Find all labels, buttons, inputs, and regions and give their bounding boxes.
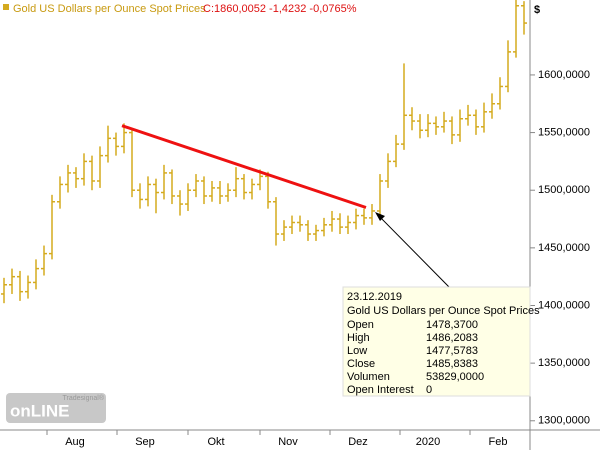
- arrow-line: [377, 214, 453, 291]
- tooltip-label: High: [347, 332, 370, 344]
- arrow-head: [375, 212, 385, 221]
- tooltip-label: Open: [347, 319, 374, 331]
- logo: Tradesignal® onLINE: [6, 393, 106, 423]
- tooltip-name: Gold US Dollars per Ounce Spot Prices: [347, 305, 540, 317]
- tooltip-date: 23.12.2019: [347, 291, 402, 303]
- y-tick-label: 1300,0000: [538, 415, 590, 427]
- x-tick-label: Dez: [348, 436, 368, 448]
- x-tick-label: Aug: [65, 436, 85, 448]
- currency: $: [534, 4, 540, 16]
- tooltip-label: Low: [347, 345, 367, 357]
- tooltip-value: 1477,5783: [426, 345, 478, 357]
- x-tick-label: 2020: [416, 436, 440, 448]
- tooltip-value: 1486,2083: [426, 332, 478, 344]
- y-tick-label: 1500,0000: [538, 184, 590, 196]
- y-tick-label: 1400,0000: [538, 299, 590, 311]
- tooltip-value: 1485,8383: [426, 358, 478, 370]
- logo-small: Tradesignal®: [63, 394, 105, 402]
- plot: 1300,0000 1350,0000 1400,0000 1450,0000 1500…: [1, 0, 590, 448]
- tooltip-value: 0: [426, 384, 432, 396]
- tooltip-value: 53829,0000: [426, 371, 484, 383]
- y-tick-label: 1550,0000: [538, 126, 590, 138]
- y-tick-label: 1600,0000: [538, 69, 590, 81]
- x-tick-label: Nov: [278, 436, 298, 448]
- logo-box: [6, 393, 106, 423]
- trendline: [121, 124, 367, 209]
- quote: C:1860,0052 -1,4232 -0,0765%: [203, 3, 357, 15]
- tooltip: 23.12.2019 Gold US Dollars per Ounce Spo…: [342, 286, 540, 397]
- tooltip-box: [342, 286, 531, 397]
- chart-title: Gold US Dollars per Ounce Spot Prices: [13, 3, 206, 15]
- tooltip-label: Open Interest: [347, 384, 414, 396]
- tooltip-label: Close: [347, 358, 375, 370]
- x-tick-label: Sep: [135, 436, 155, 448]
- x-tick-label: Okt: [207, 436, 224, 448]
- y-tick-label: 1350,0000: [538, 357, 590, 369]
- tooltip-label: Volumen: [347, 371, 390, 383]
- x-tick-label: Feb: [489, 436, 508, 448]
- logo-big: onLINE: [10, 401, 70, 420]
- y-tick-label: 1450,0000: [538, 242, 590, 254]
- legend-swatch: [3, 4, 9, 10]
- tooltip-value: 1478,3700: [426, 319, 478, 331]
